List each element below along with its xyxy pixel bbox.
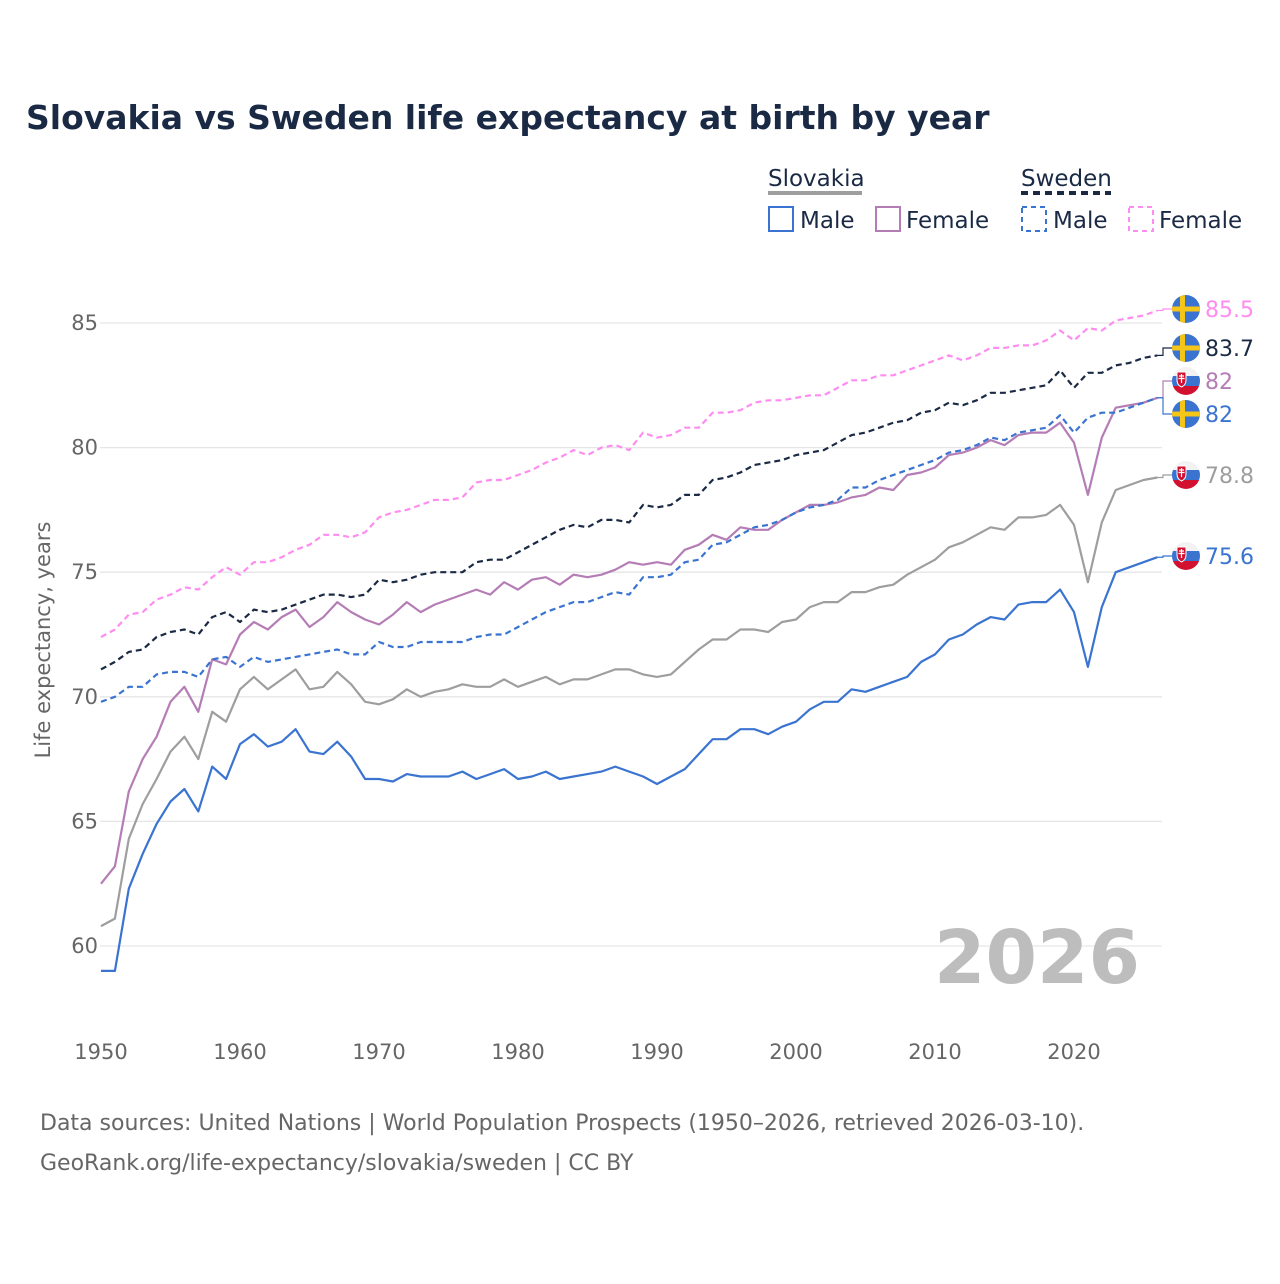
y-axis-label: Life expectancy, years xyxy=(31,522,55,759)
series-line-slovakia-female[interactable] xyxy=(100,396,1158,885)
slovakia-flag-icon xyxy=(1172,461,1200,489)
end-label-connector xyxy=(1157,380,1172,399)
sources-line-1: Data sources: United Nations | World Pop… xyxy=(40,1111,1084,1136)
end-label-connector xyxy=(1157,397,1172,415)
x-tick-label: 2000 xyxy=(769,1040,822,1064)
series-lines xyxy=(100,309,1158,973)
sweden-flag-icon xyxy=(1172,295,1200,323)
legend-swatch-sweden-female xyxy=(1128,206,1154,232)
legend-group-label: Slovakia xyxy=(768,166,865,192)
legend-swatch-sweden-male xyxy=(1021,206,1047,232)
end-label-connector xyxy=(1157,474,1172,479)
slovakia-flag-icon xyxy=(1172,367,1200,395)
legend-group-sweden[interactable]: Sweden Male Female xyxy=(1021,166,1242,234)
end-value-label: 82 xyxy=(1205,370,1233,395)
y-tick-label: 80 xyxy=(71,436,98,460)
end-label-connector xyxy=(1157,308,1172,312)
legend-group-slovakia[interactable]: Slovakia Male Female xyxy=(768,166,989,234)
legend-label-slovakia-female: Female xyxy=(906,208,989,234)
series-line-slovakia-male[interactable] xyxy=(101,556,1158,973)
series-line-sweden-male[interactable] xyxy=(100,396,1158,703)
legend-label-sweden-female: Female xyxy=(1159,208,1242,234)
legend-group-label: Sweden xyxy=(1021,166,1112,192)
x-tick-label: 1970 xyxy=(352,1040,405,1064)
y-tick-label: 60 xyxy=(71,934,98,958)
end-value-label: 83.7 xyxy=(1205,337,1254,362)
gridlines xyxy=(100,322,1162,947)
legend-swatch-slovakia-female xyxy=(875,206,901,232)
end-label-connector xyxy=(1157,555,1172,558)
sweden-flag-icon xyxy=(1172,400,1200,428)
end-value-label: 82 xyxy=(1205,403,1233,428)
series-line-sweden[interactable] xyxy=(100,354,1158,671)
end-label-connector xyxy=(1157,347,1172,356)
x-tick-label: 1960 xyxy=(213,1040,266,1064)
year-watermark: 2026 xyxy=(934,915,1140,1001)
legend-label-slovakia-male: Male xyxy=(800,208,854,234)
x-tick-label: 1990 xyxy=(630,1040,683,1064)
y-tick-label: 70 xyxy=(71,685,98,709)
series-line-sweden-female[interactable] xyxy=(100,309,1158,638)
end-value-label: 75.6 xyxy=(1205,545,1254,570)
y-tick-label: 85 xyxy=(71,311,98,335)
end-value-label: 78.8 xyxy=(1205,464,1254,489)
sweden-flag-icon xyxy=(1172,334,1200,362)
sources-line-2[interactable]: GeoRank.org/life-expectancy/slovakia/swe… xyxy=(40,1151,634,1176)
chart-title: Slovakia vs Sweden life expectancy at bi… xyxy=(26,98,990,137)
legend: Slovakia Male Female Sweden Male Female xyxy=(768,166,1242,234)
y-tick-label: 65 xyxy=(71,809,98,833)
end-labels: 85.5 83.7 82 82 78.8 75.6 xyxy=(1157,295,1254,570)
y-axis-ticks: 60 65 70 75 80 85 xyxy=(71,311,98,958)
end-value-label: 85.5 xyxy=(1205,298,1254,323)
x-tick-label: 2010 xyxy=(908,1040,961,1064)
slovakia-flag-icon xyxy=(1172,542,1200,570)
x-axis-ticks: 1950 1960 1970 1980 1990 2000 2010 2020 xyxy=(74,1040,1100,1064)
x-tick-label: 1950 xyxy=(74,1040,127,1064)
x-tick-label: 1980 xyxy=(491,1040,544,1064)
legend-swatch-slovakia-male xyxy=(768,206,794,232)
legend-label-sweden-male: Male xyxy=(1053,208,1107,234)
series-line-slovakia[interactable] xyxy=(100,476,1158,928)
y-tick-label: 75 xyxy=(71,560,98,584)
x-tick-label: 2020 xyxy=(1047,1040,1100,1064)
